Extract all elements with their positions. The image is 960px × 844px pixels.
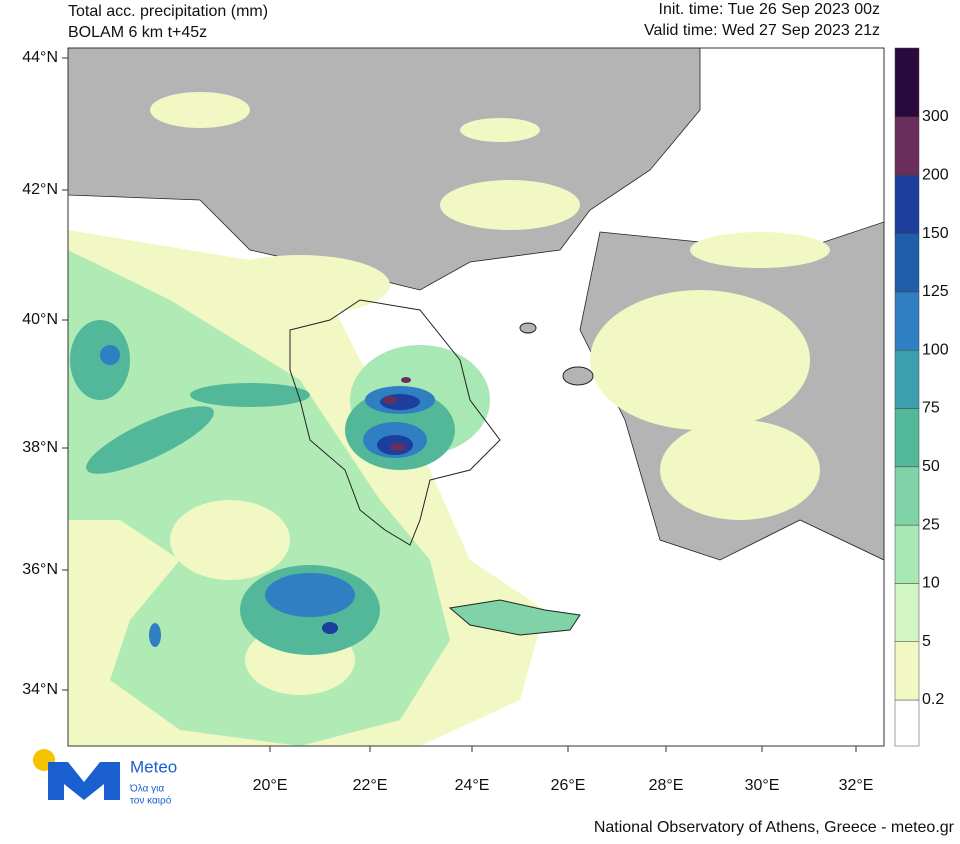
colorbar-segment: [894, 116, 920, 176]
colorbar-segment: [894, 583, 920, 642]
colorbar-segment: [894, 349, 920, 409]
time-line: Valid time: Wed 27 Sep 2023 21z: [644, 22, 880, 39]
precip-max: [383, 377, 411, 451]
colorbar-label: 150: [922, 225, 949, 242]
lat-label: 42°N: [22, 181, 58, 198]
colorbar-label: 0.2: [922, 691, 944, 708]
lon-label: 26°E: [551, 777, 586, 794]
colorbar-segment: [894, 641, 920, 701]
colorbar-label: 10: [922, 575, 940, 592]
colorbar-segment: [894, 466, 920, 526]
logo-tagline: Όλα για: [129, 784, 164, 795]
map: [67, 47, 885, 747]
colorbar-label: 25: [922, 516, 940, 533]
logo: Meteo Όλα για τον καιρό: [33, 749, 177, 807]
logo-tagline: τον καιρό: [130, 795, 172, 807]
colorbar-segment: [894, 175, 920, 234]
crete: [448, 599, 581, 636]
colorbar-label: 100: [922, 341, 949, 358]
island: [562, 366, 594, 386]
axes: 44°N 42°N 40°N 38°N 36°N 34°N 20°E 22°E 24°E 26°E…: [22, 49, 873, 794]
colorbar-segment: [894, 233, 920, 293]
lon-label: 30°E: [745, 777, 780, 794]
logo-mark: [48, 762, 120, 800]
colorbar-label: 50: [922, 458, 940, 475]
colorbar-segment: [894, 408, 920, 468]
lat-label: 34°N: [22, 681, 58, 698]
lat-label: 38°N: [22, 439, 58, 456]
time-line: Init. time: Tue 26 Sep 2023 00z: [659, 1, 880, 18]
lon-label: 22°E: [353, 777, 388, 794]
colorbar-label: 125: [922, 283, 949, 300]
footer: National Observatory of Athens, Greece -…: [594, 819, 955, 836]
colorbar: 0.2 5 10 25 50 75 100 125 150 200 300: [894, 47, 949, 747]
logo-name: Meteo: [130, 757, 177, 776]
lon-label: 32°E: [839, 777, 874, 794]
lat-label: 36°N: [22, 561, 58, 578]
lon-label: 20°E: [253, 777, 288, 794]
lon-label: 24°E: [455, 777, 490, 794]
title-line: BOLAM 6 km t+45z: [68, 24, 207, 41]
colorbar-label: 75: [922, 400, 940, 417]
colorbar-segment: [894, 291, 920, 351]
map-frame: [67, 47, 885, 747]
colorbar-segment: [894, 699, 920, 747]
colorbar-label: 200: [922, 167, 949, 184]
colorbar-segment: [894, 47, 920, 118]
greece-outline: [289, 299, 501, 546]
colorbar-label: 5: [922, 633, 931, 650]
title-line: Total acc. precipitation (mm): [68, 3, 268, 20]
lat-label: 44°N: [22, 49, 58, 66]
island: [519, 322, 537, 334]
colorbar-label: 300: [922, 108, 949, 125]
colorbar-segment: [894, 524, 920, 584]
lat-label: 40°N: [22, 311, 58, 328]
lon-label: 28°E: [649, 777, 684, 794]
